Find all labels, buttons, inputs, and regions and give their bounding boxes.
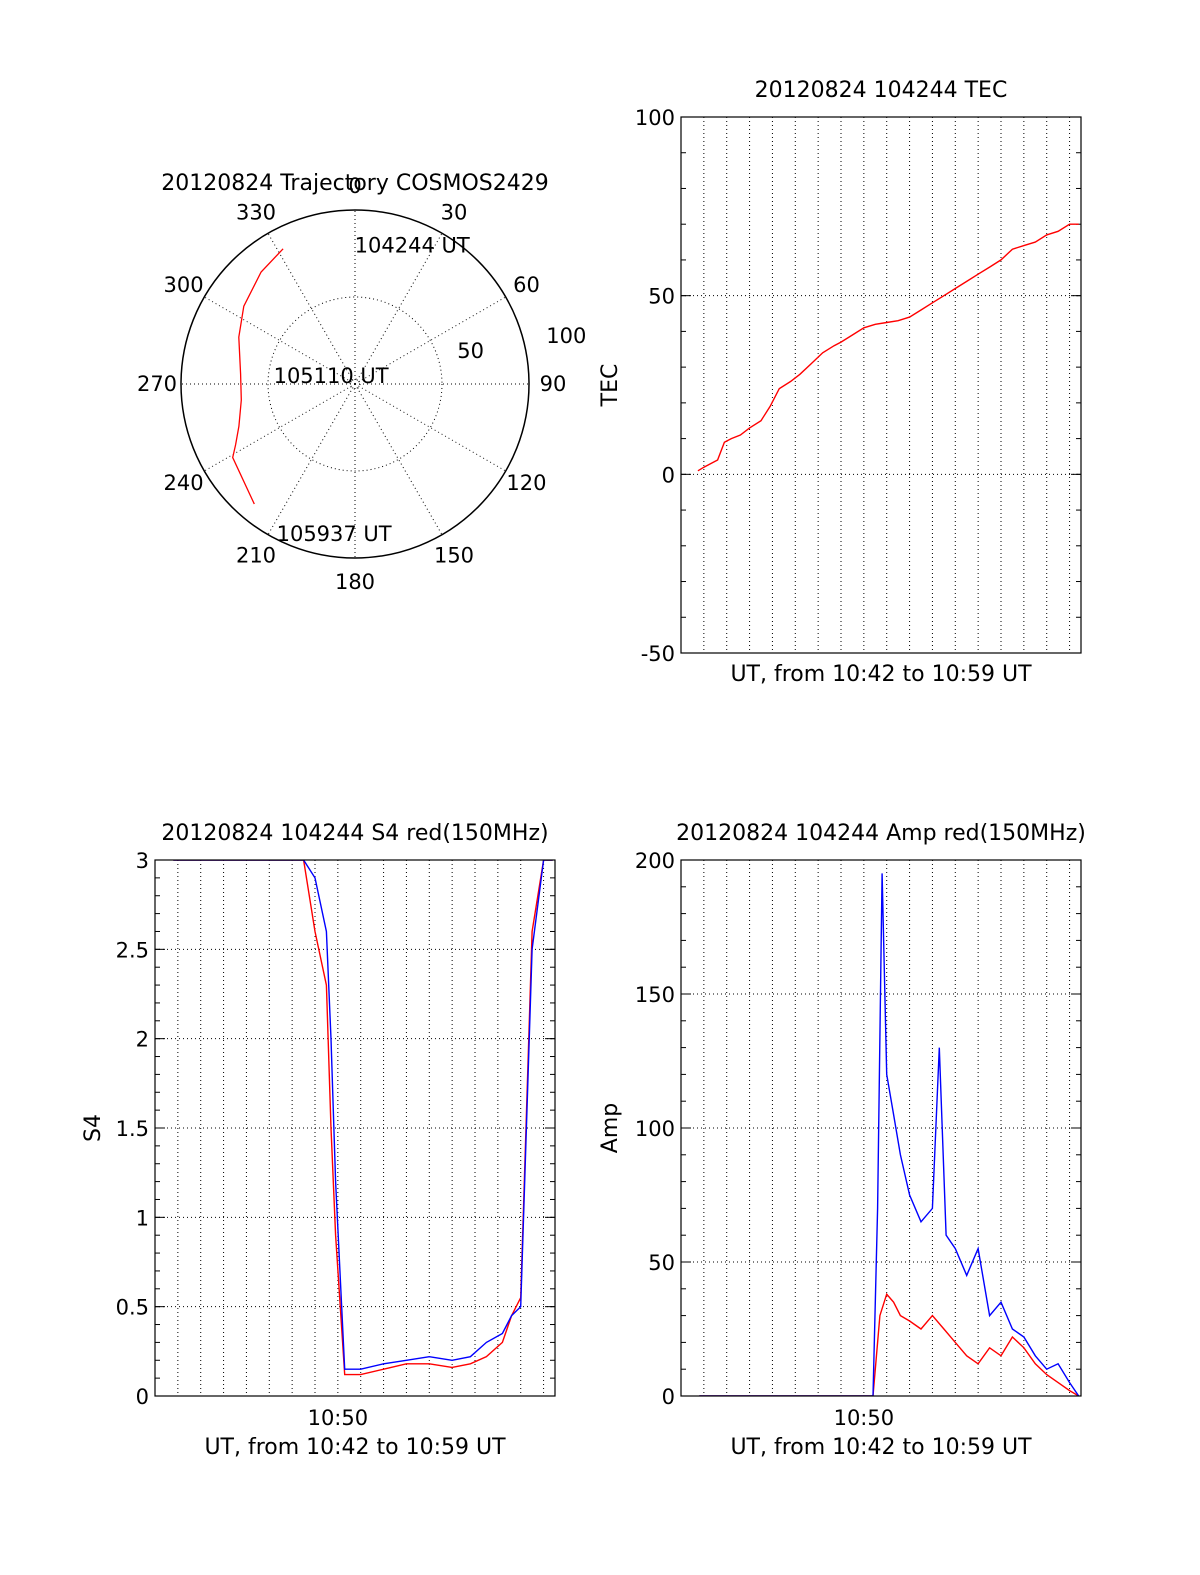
polar-plot: 0 30 60 90 120 150 180 210 240 270 300 330 50 100 1042… [137,174,586,594]
tec-series-line-0 [697,223,1079,472]
s4-panel: 20120824 104244 S4 red(150MHz) UT, from … [81,821,556,1460]
s4-plot: 3 2.5 2 1.5 1 0.5 0 10:50 [116,849,556,1430]
s4-ytick-label: 3 [136,849,149,873]
polar-outer-ring [180,209,530,559]
amp-series-line-0 [699,1292,1080,1396]
s4-ytick-label: 2.5 [116,938,149,962]
tec-ytick-label: 50 [648,285,675,309]
polar-angle-label: 240 [163,471,203,495]
amp-ytick-label: 150 [635,983,675,1007]
polar-time-annotation: 105937 UT [277,522,392,546]
s4-ytick-label: 0.5 [116,1296,149,1320]
polar-angle-label: 300 [163,273,203,297]
polar-spoke [267,233,356,385]
amp-ytick-label: 200 [635,849,675,873]
polar-spoke [354,233,443,385]
polar-spoke [267,383,356,535]
polar-spoke [354,383,443,535]
tec-ytick-label: 0 [662,463,675,487]
tec-panel: 20120824 104244 TEC UT, from 10:42 to 10… [598,78,1082,687]
s4-ytick-label: 1.5 [116,1117,149,1141]
polar-spoke [204,296,356,385]
polar-angle-label: 270 [137,372,177,396]
amp-frame [680,859,1082,1397]
polar-spoke [354,383,506,472]
tec-title: 20120824 104244 TEC [755,78,1008,103]
polar-time-annotation: 105110 UT [274,364,389,388]
polar-angle-label: 150 [434,543,474,567]
amp-series-line-1 [699,873,1080,1396]
tec-ytick-label: 100 [635,106,675,130]
amp-xlabel: UT, from 10:42 to 10:59 UT [730,1435,1032,1460]
s4-ytick-label: 2 [136,1028,149,1052]
polar-ring-label: 100 [546,324,586,348]
polar-angle-label: 180 [335,570,375,594]
polar-spoke [354,296,506,385]
polar-angle-label: 330 [236,201,276,225]
polar-panel: 20120824 Trajectory COSMOS2429 0 30 60 90 12… [137,171,586,594]
amp-ytick-label: 0 [662,1385,675,1409]
polar-ring-label: 50 [457,339,484,363]
polar-angle-label: 120 [506,471,546,495]
polar-angle-label: 90 [540,372,567,396]
polar-angle-label: 210 [236,543,276,567]
tec-ytick-label: -50 [641,642,675,666]
amp-title: 20120824 104244 Amp red(150MHz) [676,821,1086,846]
s4-series-line-1 [173,860,553,1370]
polar-angle-label: 30 [441,201,468,225]
s4-ytick-label: 0 [136,1385,149,1409]
s4-frame [154,859,556,1397]
polar-angle-label: 0 [348,174,361,198]
amp-xtick-label: 10:50 [834,1406,895,1430]
tec-plot: 100 50 0 -50 [635,106,1082,666]
tec-xlabel: UT, from 10:42 to 10:59 UT [730,662,1032,687]
s4-title: 20120824 104244 S4 red(150MHz) [161,821,548,846]
s4-xtick-label: 10:50 [308,1406,369,1430]
amp-plot: 200 150 100 50 0 10:50 [635,849,1082,1430]
s4-series-line-0 [173,860,553,1376]
s4-xlabel: UT, from 10:42 to 10:59 UT [204,1435,506,1460]
polar-angle-label: 60 [513,273,540,297]
amp-ytick-label: 50 [648,1251,675,1275]
tec-ylabel: TEC [598,364,623,408]
s4-ytick-label: 1 [136,1206,149,1230]
amp-panel: 20120824 104244 Amp red(150MHz) UT, from… [598,821,1086,1460]
amp-ylabel: Amp [598,1103,623,1153]
polar-time-annotation: 104244 UT [355,233,470,257]
polar-title: 20120824 Trajectory COSMOS2429 [161,171,548,196]
s4-ylabel: S4 [81,1114,106,1142]
tec-frame [680,116,1082,654]
polar-trajectory-line [232,248,284,505]
polar-spoke [204,383,356,472]
amp-ytick-label: 100 [635,1117,675,1141]
polar-inner-ring [267,296,443,472]
